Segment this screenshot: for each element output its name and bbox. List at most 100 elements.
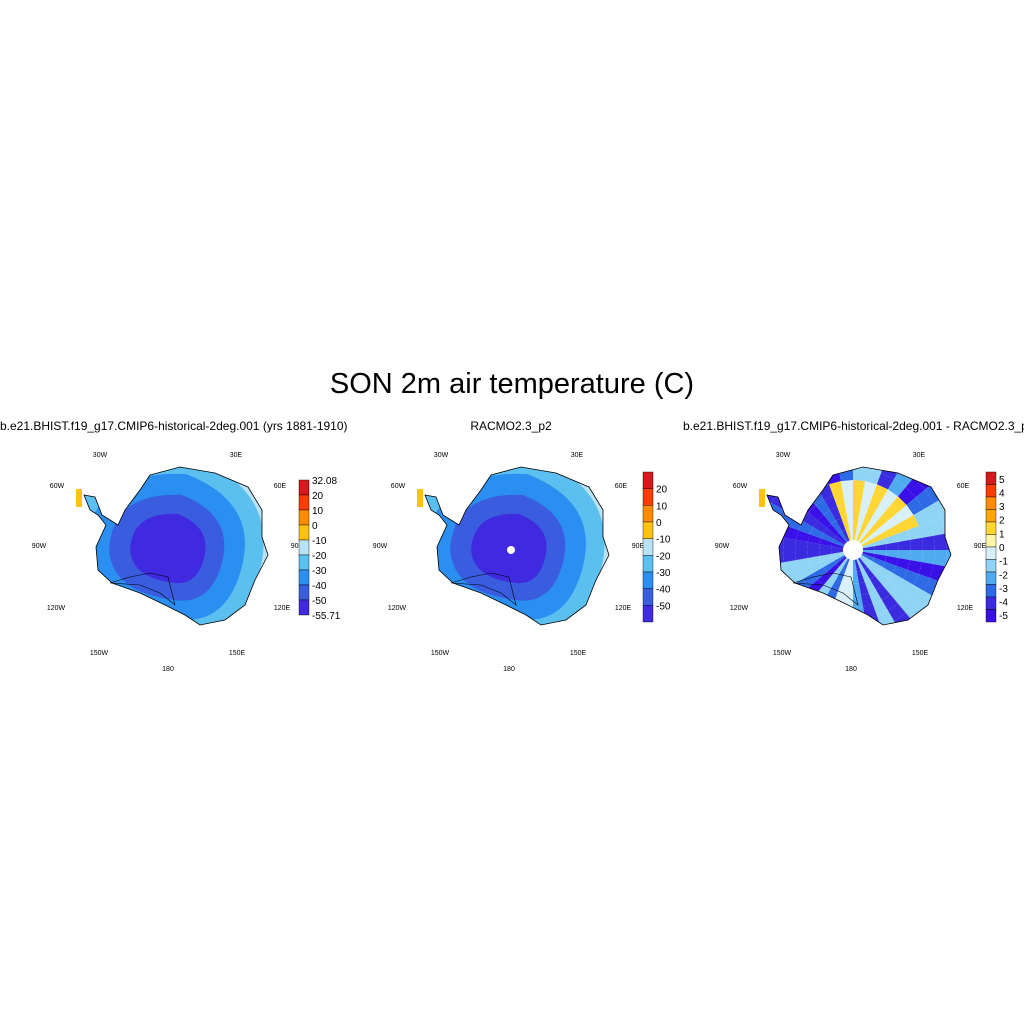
- difference-cell: [864, 579, 876, 594]
- longitude-label: 90W: [32, 543, 47, 550]
- difference-cell: [907, 526, 922, 540]
- difference-cell: [842, 558, 850, 571]
- difference-cell: [884, 534, 899, 545]
- difference-cell: [884, 555, 899, 566]
- difference-cell: [836, 569, 846, 582]
- difference-cell: [853, 492, 864, 505]
- difference-cell: [869, 561, 883, 572]
- difference-cell: [897, 487, 916, 506]
- difference-cell: [831, 566, 842, 580]
- difference-cell: [807, 542, 820, 550]
- difference-cell: [753, 626, 777, 650]
- panel-racmo: RACMO2.3_p2 30W 30E 60W 60E 90W 90E 120W 120E 15…: [341, 415, 681, 680]
- difference-cell: [870, 510, 883, 524]
- difference-cell: [790, 594, 809, 613]
- difference-cell: [812, 610, 830, 625]
- difference-cell: [874, 544, 887, 550]
- difference-cell: [813, 520, 827, 533]
- difference-cell: [861, 539, 874, 547]
- longitude-label: 90W: [373, 543, 388, 550]
- difference-cell: [882, 489, 898, 506]
- colorbar-label: 0: [999, 543, 1005, 554]
- difference-cell: [771, 610, 793, 625]
- colorbar-swatch: [985, 521, 997, 535]
- difference-cell: [792, 612, 812, 625]
- difference-cell: [898, 550, 911, 561]
- difference-cell: [821, 533, 834, 543]
- difference-cell: [873, 538, 887, 547]
- difference-cell: [821, 557, 834, 567]
- difference-cell: [767, 467, 778, 475]
- difference-cell: [836, 533, 847, 544]
- difference-cell: [845, 583, 853, 596]
- difference-cell: [897, 594, 916, 613]
- difference-cell: [957, 550, 971, 570]
- difference-cell: [853, 571, 859, 584]
- difference-cell: [823, 510, 836, 524]
- difference-cell: [885, 467, 906, 469]
- colorbar-label: -10: [312, 536, 327, 547]
- difference-cell: [890, 587, 907, 604]
- difference-cell: [889, 439, 912, 458]
- panel-difference: b.e21.BHIST.f19_g17.CMIP6-historical-2de…: [683, 415, 1024, 680]
- colorbar-swatch: [298, 554, 310, 571]
- colorbar-label: 1: [999, 529, 1005, 540]
- difference-cell: [831, 520, 842, 534]
- difference-cell: [853, 559, 857, 572]
- peninsula-patch: [759, 489, 765, 507]
- difference-cell: [781, 585, 800, 603]
- difference-cell: [840, 607, 853, 620]
- difference-cell: [788, 652, 813, 672]
- longitude-label: 60E: [274, 483, 287, 490]
- longitude-label: 60W: [391, 483, 406, 490]
- difference-cell: [860, 555, 873, 565]
- difference-cell: [845, 559, 852, 572]
- difference-cell: [864, 506, 876, 521]
- coastline: [83, 466, 269, 626]
- difference-cell: [800, 603, 818, 622]
- coastline: [424, 466, 610, 626]
- difference-cell: [807, 550, 820, 558]
- difference-cell: [953, 510, 970, 532]
- longitude-label: 150W: [90, 650, 109, 657]
- contour-band: [130, 513, 206, 584]
- difference-cell: [900, 622, 922, 625]
- difference-cell: [874, 550, 887, 556]
- difference-cell: [842, 492, 853, 505]
- colorbar-label: -3: [999, 584, 1008, 595]
- map-difference: 30W 30E 60W 60E 90W 90E 120W 120E 150W 150E 180 5 4 3…: [715, 439, 1009, 678]
- difference-cell: [882, 505, 898, 521]
- colorbar-label: 5: [999, 475, 1005, 486]
- difference-cell: [964, 570, 981, 594]
- colorbar-swatch: [298, 524, 310, 541]
- difference-cell: [737, 510, 754, 532]
- difference-cell: [795, 557, 810, 570]
- difference-cell: [906, 585, 925, 603]
- temperature-field: [723, 439, 981, 678]
- pole-hole: [507, 546, 515, 554]
- longitude-label: 30W: [434, 452, 449, 459]
- difference-cell: [723, 550, 737, 573]
- difference-cell: [870, 576, 883, 590]
- difference-cell: [829, 604, 843, 619]
- panel-title: RACMO2.3_p2: [470, 419, 552, 433]
- difference-cell: [873, 661, 897, 678]
- difference-cell: [792, 468, 812, 488]
- difference-cell: [837, 631, 853, 644]
- difference-cell: [906, 497, 925, 515]
- colorbar-swatch: [642, 605, 654, 623]
- difference-cell: [853, 595, 864, 608]
- colorbar-swatch: [298, 479, 310, 496]
- difference-cell: [840, 480, 853, 493]
- difference-cell: [767, 578, 782, 597]
- difference-cell: [841, 570, 850, 584]
- peninsula-patch: [417, 489, 423, 507]
- colorbar-swatch: [642, 571, 654, 589]
- difference-cell: [853, 607, 866, 620]
- difference-cell: [808, 505, 824, 521]
- longitude-label: 60E: [615, 483, 628, 490]
- colorbar-swatch: [985, 584, 997, 598]
- longitude-label: 180: [162, 666, 174, 673]
- longitude-label: 90W: [715, 543, 730, 550]
- colorbar-label: -40: [656, 585, 671, 596]
